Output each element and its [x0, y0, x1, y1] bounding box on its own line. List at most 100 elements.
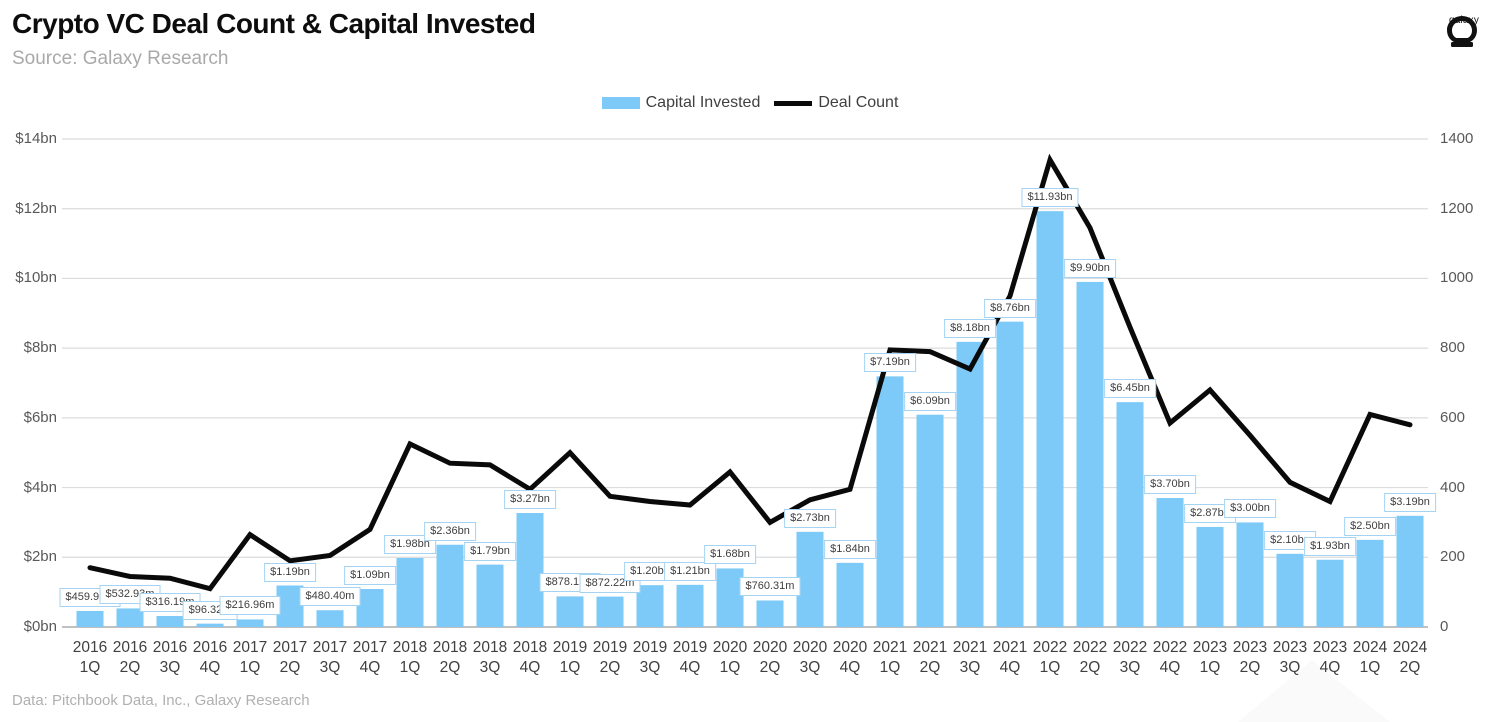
x-axis-tick: 2018 1Q [392, 639, 428, 676]
bar-value-label: $2.87bn [1184, 503, 1236, 523]
capital-invested-swatch-icon [601, 97, 640, 109]
capital-invested-bar [796, 531, 824, 627]
y-axis-tick-right: 1400 [1440, 130, 1474, 147]
capital-invested-bar [1276, 553, 1304, 627]
bar-value-label: $216.96m [219, 596, 281, 616]
capital-invested-bar [596, 596, 624, 627]
x-axis-tick: 2022 3Q [1112, 639, 1148, 676]
galaxy-logo: galaxy [1442, 14, 1486, 66]
bar-value-label: $2.50bn [1344, 516, 1396, 536]
capital-invested-bar [236, 619, 264, 627]
y-axis-tick-left: $10bn [15, 269, 57, 287]
bar-value-label: $2.36bn [424, 521, 476, 541]
bar-value-label: $3.27bn [504, 490, 556, 510]
x-axis-tick: 2022 1Q [1032, 639, 1068, 676]
capital-invested-bar [756, 600, 784, 627]
y-axis-tick-right: 600 [1440, 408, 1466, 426]
bar-value-label: $8.18bn [944, 318, 996, 338]
bar-value-label: $480.40m [299, 587, 361, 607]
x-axis-tick: 2021 2Q [912, 639, 948, 676]
x-axis-tick: 2021 4Q [992, 639, 1028, 676]
capital-invested-bar [836, 562, 864, 627]
bar-value-label: $2.73bn [784, 508, 836, 528]
x-axis-tick: 2019 2Q [592, 639, 628, 676]
deal-count-line [87, 153, 1413, 592]
y-axis-tick-left: $2bn [23, 548, 57, 566]
capital-invested-bar [556, 596, 584, 627]
x-axis-tick: 2019 3Q [632, 639, 668, 676]
y-axis-tick-right: 0 [1440, 618, 1449, 635]
bar-value-label: $3.00bn [1224, 499, 1276, 519]
bar-value-label: $11.93bn [1021, 188, 1079, 208]
capital-invested-bar [1076, 281, 1104, 627]
x-axis-tick: 2019 4Q [672, 639, 708, 676]
x-axis-tick: 2023 2Q [1232, 639, 1268, 676]
capital-invested-bar [76, 610, 104, 627]
x-axis-tick: 2016 4Q [192, 639, 228, 676]
capital-invested-bar [356, 589, 384, 627]
x-axis-tick: 2023 1Q [1192, 639, 1228, 676]
capital-invested-bar [1156, 498, 1184, 627]
capital-invested-bar [196, 623, 224, 627]
bar-value-label: $1.19bn [264, 562, 316, 582]
y-axis-tick-right: 1000 [1440, 269, 1474, 287]
bar-value-label: $760.31m [739, 577, 801, 597]
y-axis-tick-left: $12bn [15, 199, 57, 217]
bar-value-label: $1.93bn [1304, 536, 1356, 556]
capital-invested-bar [156, 615, 184, 627]
deal-count-swatch-icon [774, 100, 813, 106]
capital-invested-bar [1396, 515, 1424, 627]
bar-value-label: $7.19bn [864, 353, 916, 373]
x-axis-tick: 2022 4Q [1152, 639, 1188, 676]
x-axis-tick: 2021 1Q [872, 639, 908, 676]
x-axis-tick: 2017 2Q [272, 639, 308, 676]
bar-value-label: $3.70bn [1144, 475, 1196, 495]
bar-value-label: $6.45bn [1104, 379, 1156, 399]
galaxy-logo-icon [1447, 16, 1477, 47]
bar-value-label: $9.90bn [1064, 258, 1116, 278]
capital-invested-bar [1356, 539, 1384, 627]
x-axis-tick: 2018 2Q [432, 639, 468, 676]
bar-value-label: $1.21bn [664, 561, 716, 581]
x-axis-tick: 2020 2Q [752, 639, 788, 676]
y-axis-tick-right: 200 [1440, 548, 1466, 566]
bar-value-label: $3.19bn [1384, 492, 1436, 512]
x-axis-tick: 2024 1Q [1352, 639, 1388, 676]
legend-label-deal-count: Deal Count [818, 94, 899, 111]
capital-invested-bar [396, 557, 424, 627]
capital-invested-bar [716, 568, 744, 627]
capital-invested-bar [1316, 559, 1344, 627]
capital-invested-bar [636, 585, 664, 627]
x-axis-tick: 2019 1Q [552, 639, 588, 676]
legend-item-capital-invested: Capital Invested [601, 94, 761, 112]
y-axis-tick-left: $8bn [23, 339, 57, 357]
x-axis-tick: 2021 3Q [952, 639, 988, 676]
bar-value-label: $8.76bn [984, 298, 1036, 318]
bar-value-label: $1.84bn [824, 539, 876, 559]
bar-value-label: $1.98bn [384, 534, 436, 554]
x-axis-tick: 2016 1Q [72, 639, 108, 676]
capital-invested-bar [956, 341, 984, 627]
capital-invested-bar [1196, 526, 1224, 627]
x-axis-tick: 2023 3Q [1272, 639, 1308, 676]
capital-invested-bar [276, 585, 304, 627]
x-axis-tick: 2020 4Q [832, 639, 868, 676]
capital-invested-bar [876, 376, 904, 627]
bar-value-label: $1.79bn [464, 541, 516, 561]
capital-invested-bar [916, 414, 944, 627]
x-axis-tick: 2016 2Q [112, 639, 148, 676]
x-axis-tick: 2018 4Q [512, 639, 548, 676]
page-title: Crypto VC Deal Count & Capital Invested [12, 8, 536, 39]
y-axis-tick-right: 1200 [1440, 199, 1474, 217]
bar-value-label: $2.10bn [1264, 530, 1316, 550]
y-axis-tick-left: $6bn [23, 408, 57, 426]
x-axis-tick: 2017 3Q [312, 639, 348, 676]
x-axis-tick: 2016 3Q [152, 639, 188, 676]
y-axis-tick-left: $0bn [23, 618, 57, 635]
capital-invested-bar [516, 513, 544, 627]
legend-label-capital-invested: Capital Invested [645, 94, 761, 111]
x-axis-tick: 2020 1Q [712, 639, 748, 676]
